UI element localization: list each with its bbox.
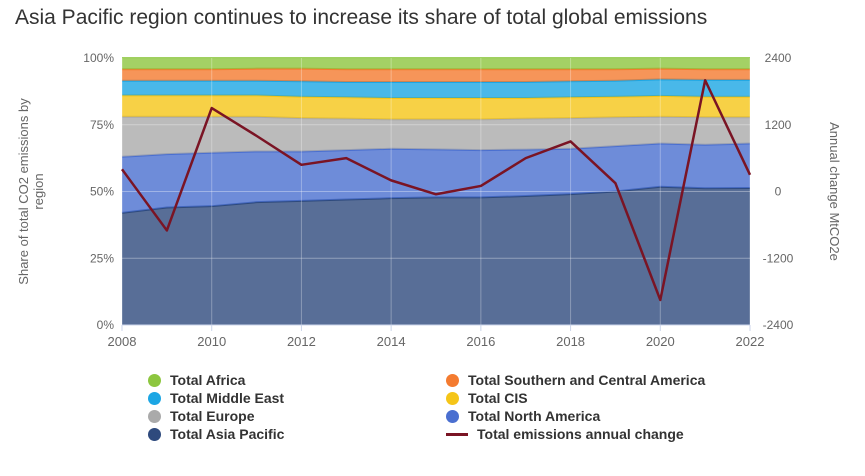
area-total-africa	[122, 58, 750, 70]
x-tick-label: 2008	[108, 334, 137, 349]
y2-tick-label: -2400	[763, 318, 794, 332]
legend-label: Total Middle East	[170, 390, 285, 406]
legend-swatch	[446, 432, 468, 436]
area-total-asia-pacific	[122, 186, 750, 325]
y2-tick-label: 2400	[765, 51, 792, 65]
legend-swatch	[446, 409, 459, 423]
chart-title: Asia Pacific region continues to increas…	[15, 6, 708, 29]
legend-item-asia-pacific[interactable]: Total Asia Pacific	[148, 426, 284, 442]
legend-label: Total emissions annual change	[477, 426, 684, 442]
x-tick-label: 2020	[646, 334, 675, 349]
legend-swatch	[148, 391, 161, 405]
legend-item-europe[interactable]: Total Europe	[148, 408, 255, 424]
legend-swatch	[446, 391, 459, 405]
area-total-cis	[122, 95, 750, 120]
area-total-middle-east	[122, 79, 750, 99]
y2-tick-label: 0	[775, 185, 782, 199]
legend-item-africa[interactable]: Total Africa	[148, 372, 245, 388]
y2-tick-label: 1200	[765, 118, 792, 132]
x-tick-label: 2010	[197, 334, 226, 349]
y-tick-label: 25%	[90, 251, 114, 265]
legend-item-cis[interactable]: Total CIS	[446, 390, 528, 406]
legend-swatch	[148, 427, 161, 441]
legend-item-southern-central-america[interactable]: Total Southern and Central America	[446, 372, 705, 388]
y-tick-label: 0%	[97, 318, 115, 332]
legend-swatch	[446, 373, 459, 387]
x-tick-label: 2022	[736, 334, 765, 349]
y2-axis-title: Annual change MtCO2e	[827, 122, 842, 261]
y-tick-label: 50%	[90, 185, 114, 199]
legend-label: Total CIS	[468, 390, 528, 406]
legend-item-annual-change[interactable]: Total emissions annual change	[446, 426, 684, 442]
y2-tick-label: -1200	[763, 251, 794, 265]
x-tick-label: 2018	[556, 334, 585, 349]
area-total-europe	[122, 116, 750, 157]
legend-item-north-america[interactable]: Total North America	[446, 408, 600, 424]
legend-label: Total Asia Pacific	[170, 426, 285, 442]
legend-label: Total Europe	[170, 408, 255, 424]
x-tick-label: 2016	[466, 334, 495, 349]
y-tick-label: 100%	[83, 51, 114, 65]
legend-label: Total Africa	[170, 372, 246, 388]
x-tick-label: 2012	[287, 334, 316, 349]
legend-swatch	[148, 409, 161, 423]
legend-label: Total North America	[468, 408, 601, 424]
y-tick-label: 75%	[90, 118, 114, 132]
legend-item-middle-east[interactable]: Total Middle East	[148, 390, 284, 406]
x-tick-label: 2014	[377, 334, 406, 349]
y-axis-title: Share of total CO2 emissions byregion	[16, 98, 46, 285]
legend-swatch	[148, 373, 161, 387]
legend-label: Total Southern and Central America	[468, 372, 706, 388]
area-total-southern-and-central-america	[122, 68, 750, 83]
line-total-emissions-annual-change	[120, 79, 752, 302]
